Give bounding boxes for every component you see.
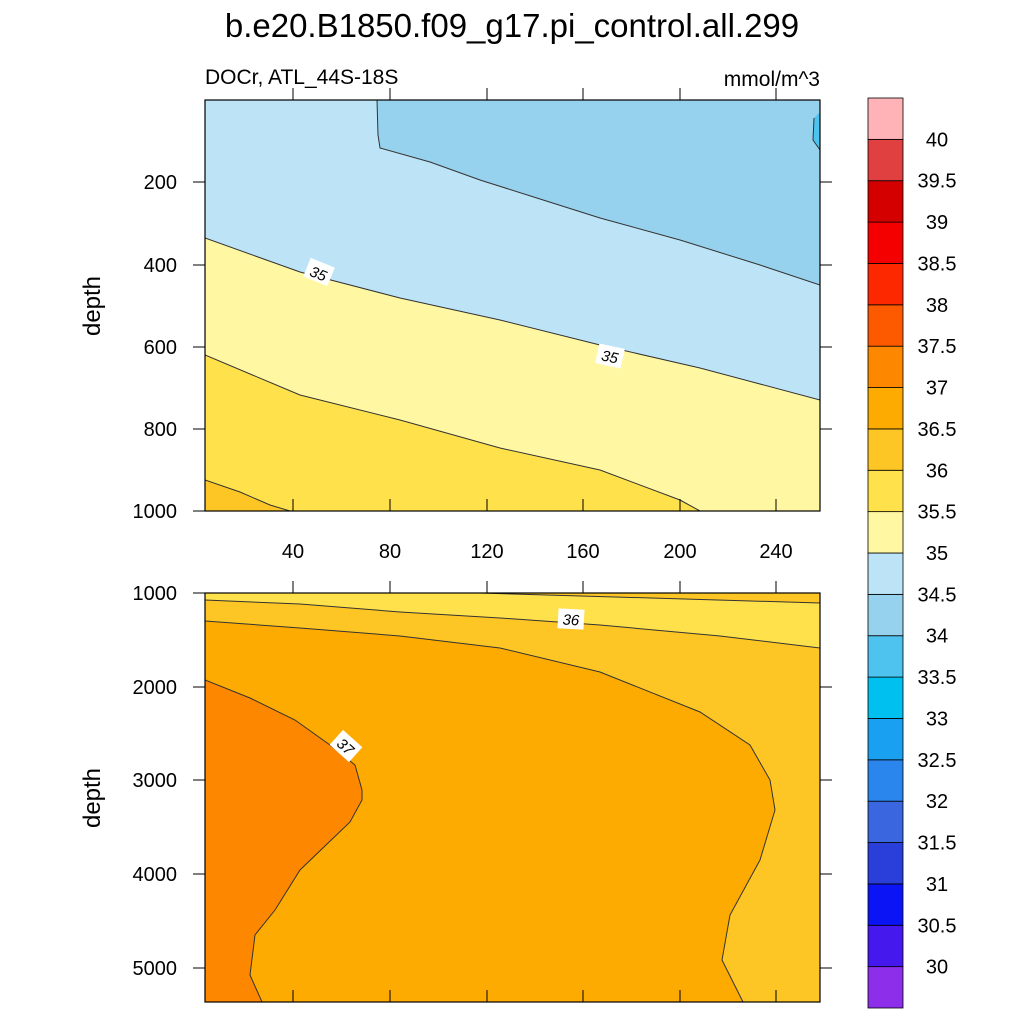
colorbar-swatch [867,138,904,182]
colorbar-label: 35.5 [918,502,957,524]
contour-label-35a: 35 [303,257,335,287]
colorbar-swatch [867,180,904,223]
colorbar-swatch [867,842,904,885]
colorbar-label: 35 [926,543,948,565]
fill-37-37p5-lower [205,680,362,1002]
upper-x-tick-label: 200 [663,541,696,563]
lower-panel: 36 37 1000 2000 3000 4000 5000 [79,581,832,1003]
lower-y-tick-label: 1000 [133,583,178,605]
lower-y-tick-label: 3000 [133,770,178,792]
upper-x-tick-label: 40 [282,541,304,563]
contour-label-35b: 35 [595,343,625,369]
upper-y-tick-label: 400 [144,255,177,277]
colorbar-swatch [867,552,904,595]
colorbar-label: 40 [926,129,948,151]
colorbar-label: 36.5 [918,419,957,441]
colorbar-label: 39 [926,212,948,234]
upper-x-ticks [292,88,777,511]
colorbar-label: 33 [926,708,948,730]
colorbar-label: 38 [926,295,948,317]
colorbar-swatch [867,759,904,802]
colorbar-label: 37 [926,378,948,400]
colorbar-label: 36 [926,460,948,482]
upper-y-tick-label: 800 [144,419,177,441]
colorbar-label: 32.5 [918,750,957,772]
contour-label-text: 36 [562,612,580,630]
lower-y-tick-label: 4000 [133,864,178,886]
upper-y-tick-label: 200 [144,172,177,194]
colorbar-swatch [867,718,904,761]
fill-35p5-36-lower [205,593,820,648]
upper-panel: 35 35 40 80 120 160 200 240 [79,88,832,563]
colorbar-label: 34.5 [918,584,957,606]
upper-y-tick-label: 600 [144,337,177,359]
chart-title: b.e20.B1850.f09_g17.pi_control.all.299 [225,7,799,44]
colorbar-swatch [867,97,904,140]
colorbar-label: 30 [926,957,948,979]
colorbar-label: 34 [926,626,948,648]
upper-y-ticks [193,181,832,512]
colorbar-label: 33.5 [918,667,957,689]
colorbar-swatch [867,800,904,843]
colorbar-swatch [867,883,904,926]
colorbar-swatch [867,263,904,306]
upper-x-tick-label: 160 [566,541,599,563]
units-label: mmol/m^3 [724,68,820,91]
colorbar-swatch [867,387,904,430]
colorbar-label: 32 [926,791,948,813]
colorbar-label: 30.5 [918,915,957,937]
colorbar-swatch [867,593,904,637]
upper-y-tick-label: 1000 [133,501,178,523]
colorbar-swatch [867,221,904,264]
colorbar-swatch [867,676,904,719]
colorbar-label: 38.5 [918,253,957,275]
contour-label-text: 35 [307,263,329,285]
colorbar-label: 31.5 [918,833,957,855]
colorbar-swatch [867,966,904,1009]
fill-33p5-34-edge [813,112,820,150]
colorbar-label: 37.5 [918,336,957,358]
lower-x-ticks [292,581,777,1002]
contour-label-36: 36 [557,608,585,630]
upper-y-axis-label: depth [79,276,106,336]
colorbar-swatch [867,345,904,388]
colorbar-swatch [867,511,904,554]
colorbar: 30 30.5 31 31.5 32 32.5 33 33.5 34 34.5 35 35.5 36 36… [867,97,957,1009]
fill-35p5-36-upper [205,355,700,511]
contour-label-text: 35 [600,347,620,367]
colorbar-label: 31 [926,874,948,896]
upper-x-tick-label: 80 [379,541,401,563]
colorbar-swatch [867,635,904,678]
colorbar-swatch [867,469,904,513]
lower-y-tick-label: 5000 [133,958,178,980]
colorbar-swatch [867,304,904,347]
colorbar-swatch [867,428,904,471]
variable-label: DOCr, ATL_44S-18S [205,66,398,89]
lower-y-axis-label: depth [79,768,106,828]
colorbar-label: 39.5 [918,171,957,193]
lower-y-tick-label: 2000 [133,677,178,699]
upper-x-tick-label: 120 [470,541,503,563]
fill-34-34p5-upper [377,100,820,285]
lower-y-ticks [193,592,832,969]
colorbar-swatch [867,924,904,968]
upper-x-tick-label: 240 [759,541,792,563]
fill-36p5-37-lower [205,621,775,1002]
